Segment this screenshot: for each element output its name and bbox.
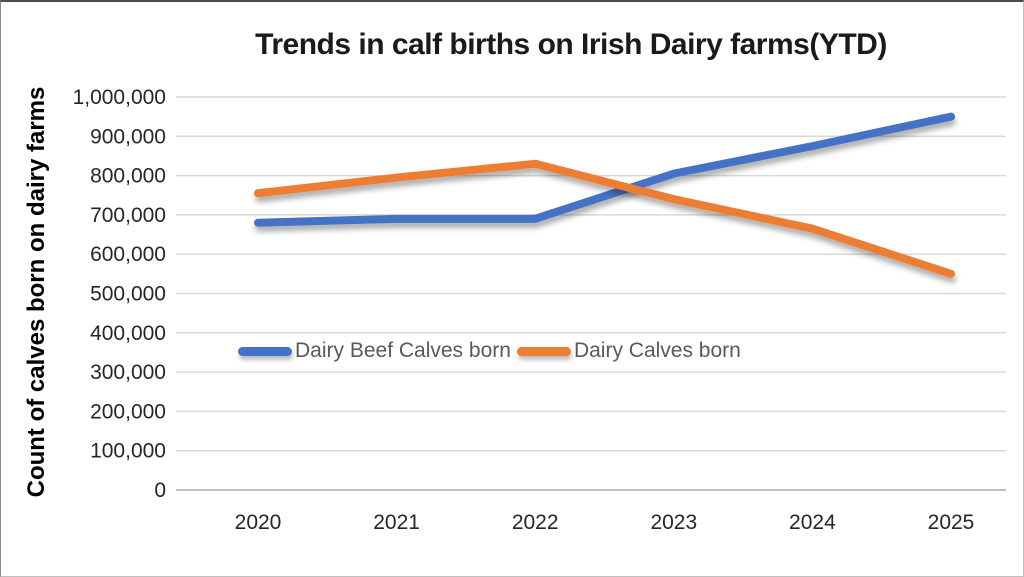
chart-title: Trends in calf births on Irish Dairy far… xyxy=(255,28,887,61)
gridlines xyxy=(176,96,1006,491)
series-lines xyxy=(254,112,955,278)
legend: Dairy Beef Calves born Dairy Calves born xyxy=(238,339,741,363)
legend-label-dairy-calves-born: Dairy Calves born xyxy=(573,339,741,362)
x-tick-label: 2022 xyxy=(512,511,559,534)
legend-item-dairy-beef-calves-born: Dairy Beef Calves born xyxy=(238,339,511,363)
y-tick-label: 700,000 xyxy=(90,204,166,227)
y-tick-label: 500,000 xyxy=(90,283,166,306)
y-tick-label: 100,000 xyxy=(90,440,166,463)
legend-item-dairy-calves-born: Dairy Calves born xyxy=(516,339,741,363)
y-tick-label: 1,000,000 xyxy=(73,86,166,109)
legend-marker-dairy-calves-born-icon xyxy=(516,346,571,356)
y-tick-label: 400,000 xyxy=(90,322,166,345)
x-tick-label: 2021 xyxy=(373,511,420,534)
axis-tick-labels: 0 100,000 200,000 300,000 400,000 500,000 600,… xyxy=(73,86,975,534)
y-tick-label: 600,000 xyxy=(90,243,166,266)
x-tick-label: 2023 xyxy=(650,511,697,534)
y-tick-label: 900,000 xyxy=(90,125,166,148)
series-line-dairy-calves-born xyxy=(254,159,955,278)
x-tick-label: 2020 xyxy=(235,511,282,534)
y-tick-label: 300,000 xyxy=(90,361,166,384)
y-tick-label: 0 xyxy=(154,479,166,502)
series-line-dairy-beef-calves-born xyxy=(254,112,955,227)
x-tick-label: 2025 xyxy=(928,511,975,534)
y-tick-label: 200,000 xyxy=(90,400,166,423)
x-tick-label: 2024 xyxy=(789,511,836,534)
legend-marker-dairy-beef-calves-born-icon xyxy=(238,346,292,356)
y-tick-label: 800,000 xyxy=(90,165,166,188)
legend-label-dairy-beef-calves-born: Dairy Beef Calves born xyxy=(295,339,511,362)
